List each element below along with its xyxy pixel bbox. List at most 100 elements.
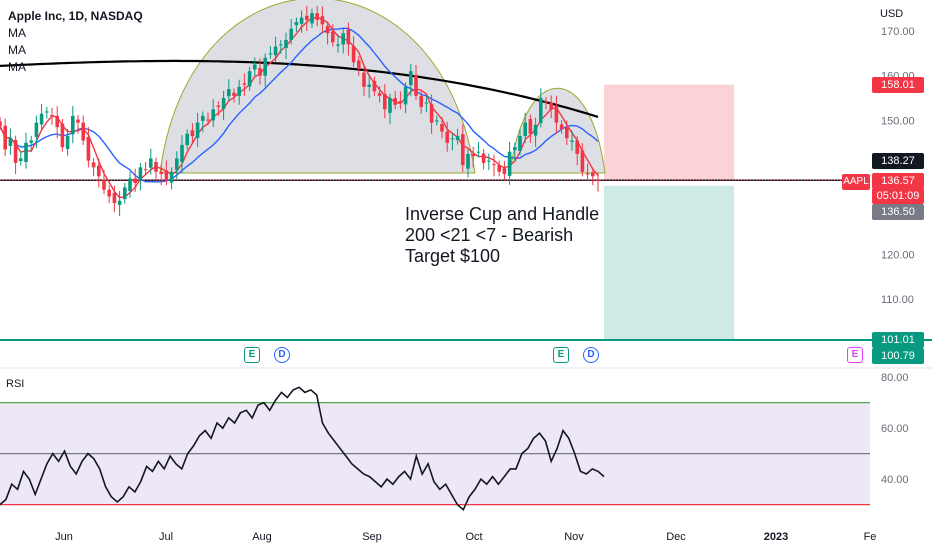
- candle: [299, 17, 304, 24]
- ma-legend-1[interactable]: MA: [8, 26, 26, 40]
- moving-average-lines: [0, 16, 599, 199]
- candle: [268, 53, 273, 55]
- candle: [377, 93, 382, 96]
- candle: [237, 86, 241, 96]
- candle: [263, 57, 267, 76]
- candle: [346, 29, 351, 45]
- candle: [424, 102, 429, 104]
- rsi-line: [0, 386, 605, 512]
- candle: [13, 140, 18, 163]
- candle: [19, 158, 23, 162]
- candle: [502, 168, 507, 175]
- candle: [320, 16, 325, 25]
- candle: [362, 72, 366, 87]
- symbol-title[interactable]: Apple Inc, 1D, NASDAQ: [8, 9, 143, 23]
- candle: [24, 142, 28, 162]
- target-alt-price-tag: 100.79: [872, 348, 924, 364]
- annotation-line-2: 200 <21 <7 - Bearish: [405, 225, 574, 245]
- candle: [39, 113, 44, 125]
- candle: [117, 200, 122, 205]
- currency-label: USD: [880, 8, 904, 20]
- candle: [414, 74, 418, 96]
- candle: [461, 134, 465, 166]
- symbol-tag: AAPL: [842, 174, 870, 190]
- candle: [86, 136, 91, 161]
- candle: [357, 60, 361, 69]
- candle: [294, 22, 299, 26]
- candle: [284, 39, 288, 48]
- stop-loss-zone: [604, 84, 734, 181]
- earnings-event-icon[interactable]: E: [244, 347, 260, 363]
- candle: [429, 104, 434, 123]
- ma-legend-2[interactable]: MA: [8, 43, 26, 57]
- candle: [476, 151, 481, 153]
- annotation-line-1: Inverse Cup and Handle: [405, 204, 600, 224]
- candle: [523, 122, 527, 137]
- candle: [497, 165, 501, 172]
- chart-annotation[interactable]: Inverse Cup and Handle 200 <21 <7 - Bear…: [405, 204, 599, 267]
- candle: [533, 124, 538, 136]
- candle: [403, 86, 408, 105]
- price-tick-label: 170.00: [881, 26, 915, 38]
- candle: [367, 84, 371, 87]
- candle: [185, 133, 189, 145]
- candle: [247, 71, 252, 87]
- candle: [76, 119, 80, 123]
- earnings-event-icon[interactable]: E: [553, 347, 569, 363]
- candle: [539, 98, 543, 124]
- candle: [471, 153, 475, 157]
- dividend-event-icon[interactable]: D: [274, 347, 290, 363]
- candle: [149, 158, 153, 168]
- candle: [305, 15, 309, 20]
- price-tick-label: 150.00: [881, 115, 915, 127]
- earnings-event-icon[interactable]: E: [847, 347, 863, 363]
- candle: [50, 115, 54, 117]
- candle: [549, 102, 553, 110]
- candle: [180, 144, 184, 162]
- time-axis[interactable]: Jun Jul Aug Sep Oct Nov Dec 2023 Fe: [55, 531, 876, 543]
- candle: [29, 140, 33, 143]
- candle: [565, 127, 569, 139]
- candle: [227, 89, 231, 97]
- candle: [351, 46, 356, 63]
- target-price-tag: 101.01: [872, 332, 924, 348]
- ma-legend-3[interactable]: MA: [8, 60, 26, 74]
- candle: [528, 119, 533, 134]
- candle: [487, 160, 491, 162]
- candle: [383, 94, 387, 110]
- candle: [289, 28, 293, 40]
- candle: [518, 136, 522, 151]
- candle: [128, 178, 132, 192]
- candle: [435, 120, 439, 122]
- candle: [596, 179, 600, 181]
- rsi-label[interactable]: RSI: [6, 378, 25, 390]
- candle: [154, 161, 158, 172]
- candle: [206, 119, 210, 121]
- candle: [190, 130, 195, 137]
- candle: [310, 13, 314, 24]
- neckline-price-tag: 136.50: [872, 204, 924, 220]
- dividend-event-icon[interactable]: D: [583, 347, 599, 363]
- rsi-tick-label: 40.00: [881, 474, 909, 486]
- candle: [232, 92, 236, 96]
- candlestick-series: [0, 5, 600, 217]
- candle: [450, 138, 455, 140]
- candle: [164, 170, 169, 181]
- candle: [8, 138, 13, 146]
- candle: [107, 189, 111, 197]
- candle: [0, 121, 2, 126]
- candle: [65, 136, 70, 150]
- inverse-cup-shape: [159, 0, 476, 174]
- ma200-price-tag: 138.27: [872, 153, 924, 169]
- candle: [570, 140, 574, 142]
- candle: [195, 122, 200, 138]
- candle: [221, 98, 226, 109]
- ma-7-line: [0, 16, 599, 199]
- candle: [591, 172, 595, 177]
- indicator-legend: Apple Inc, 1D, NASDAQ MA MA MA: [8, 8, 143, 76]
- annotation-line-3: Target $100: [405, 246, 501, 266]
- time-tick-label: 2023: [764, 531, 788, 543]
- time-tick-label: Jul: [159, 531, 173, 543]
- time-tick-label: Aug: [252, 531, 272, 543]
